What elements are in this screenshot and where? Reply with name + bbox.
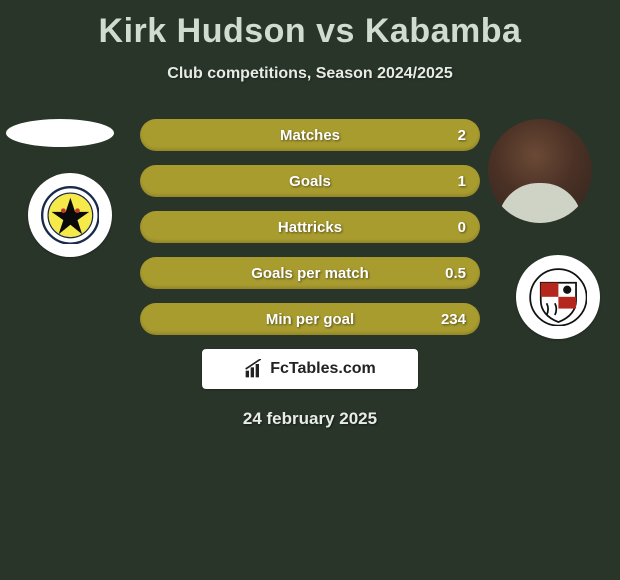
stat-value: 0 <box>458 219 466 236</box>
subtitle: Club competitions, Season 2024/2025 <box>0 65 620 83</box>
bar-chart-icon <box>244 359 264 379</box>
stat-rows: Matches 2 Goals 1 Hattricks 0 Goals per … <box>140 119 480 335</box>
stat-value: 1 <box>458 173 466 190</box>
stat-label: Min per goal <box>266 311 354 328</box>
club-left-crest <box>28 173 112 257</box>
stat-label: Goals per match <box>251 265 369 282</box>
player-left-avatar <box>6 119 114 147</box>
comparison-panel: Matches 2 Goals 1 Hattricks 0 Goals per … <box>0 119 620 429</box>
club-right-crest <box>516 255 600 339</box>
stat-label: Matches <box>280 127 340 144</box>
stat-row-matches: Matches 2 <box>140 119 480 151</box>
stat-label: Goals <box>289 173 331 190</box>
stat-row-goals: Goals 1 <box>140 165 480 197</box>
stat-value: 2 <box>458 127 466 144</box>
stat-row-hattricks: Hattricks 0 <box>140 211 480 243</box>
stat-value: 234 <box>441 311 466 328</box>
stat-row-min-per-goal: Min per goal 234 <box>140 303 480 335</box>
stat-row-goals-per-match: Goals per match 0.5 <box>140 257 480 289</box>
stat-value: 0.5 <box>445 265 466 282</box>
stat-label: Hattricks <box>278 219 342 236</box>
source-badge: FcTables.com <box>202 349 418 389</box>
bromley-crest-icon <box>529 268 588 327</box>
date-text: 24 february 2025 <box>0 409 620 429</box>
player-right-avatar <box>488 119 592 223</box>
wimbledon-crest-icon <box>41 186 100 245</box>
badge-text: FcTables.com <box>270 360 376 378</box>
page-title: Kirk Hudson vs Kabamba <box>0 0 620 51</box>
